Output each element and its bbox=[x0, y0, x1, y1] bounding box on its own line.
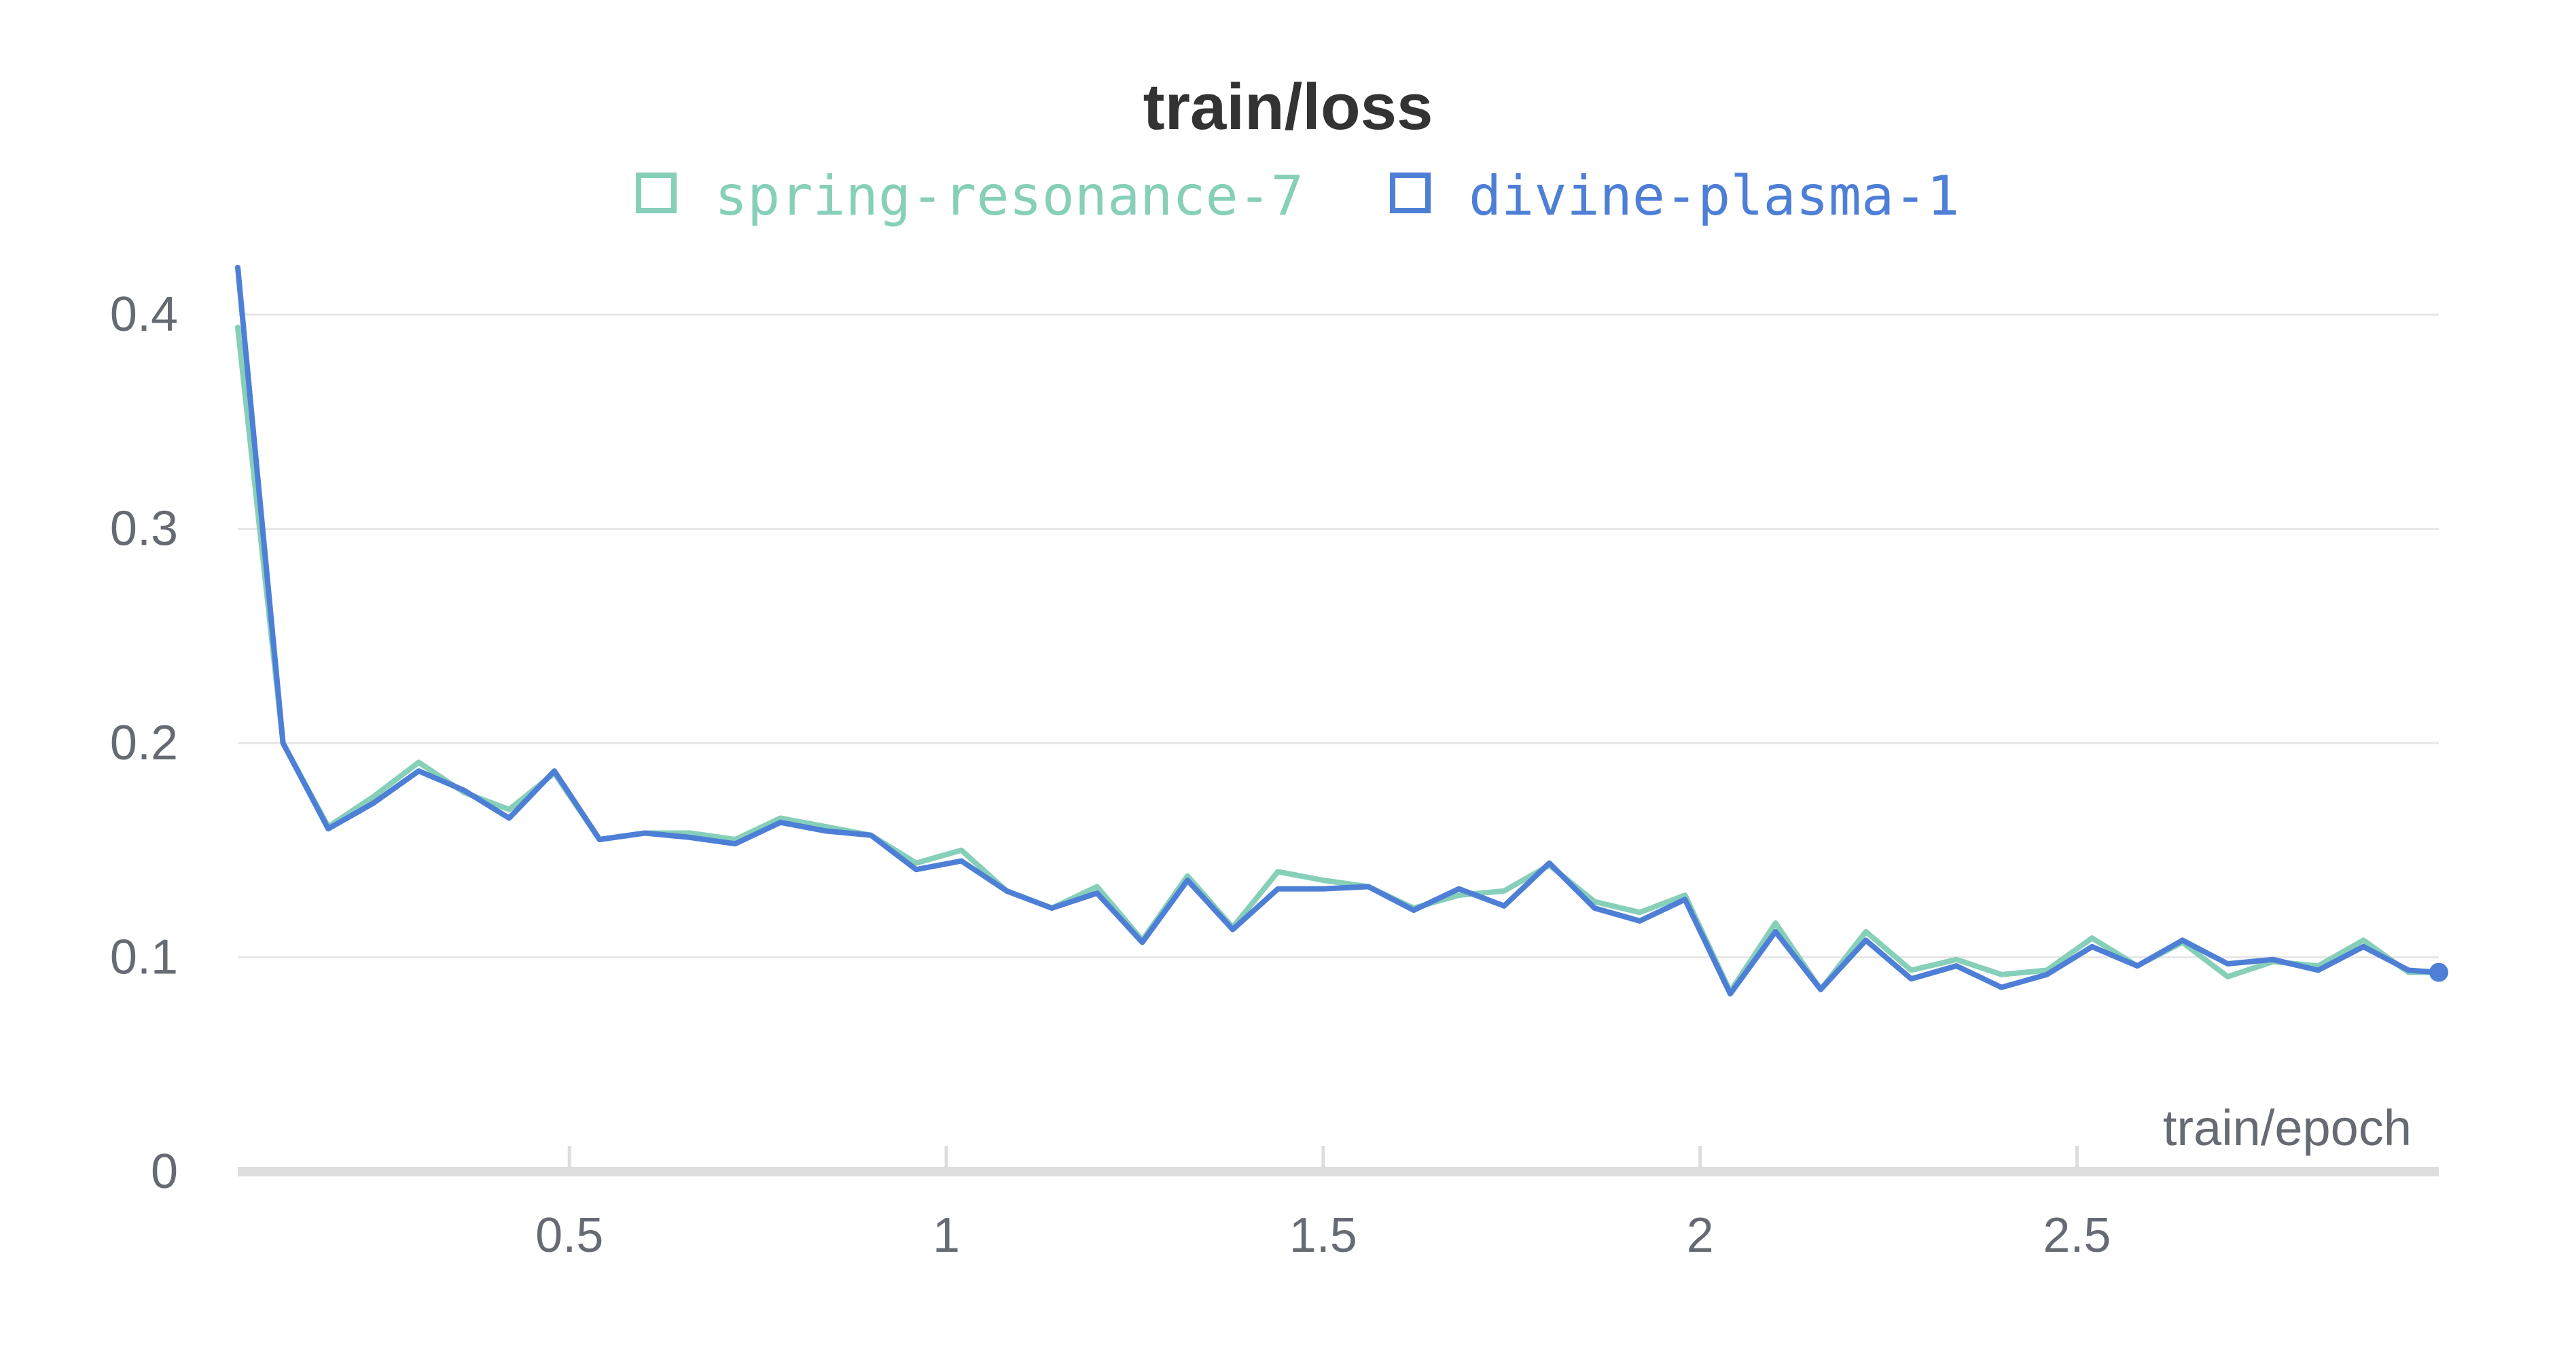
x-tick-label: 2 bbox=[1687, 1208, 1714, 1263]
y-tick-label: 0.1 bbox=[110, 931, 178, 985]
legend-swatch bbox=[1390, 173, 1431, 213]
plot-area[interactable] bbox=[235, 264, 2448, 997]
legend-label: divine-plasma-1 bbox=[1469, 164, 1959, 228]
legend-swatch bbox=[636, 173, 677, 213]
series-line-spring-resonance-7[interactable] bbox=[235, 325, 2441, 994]
x-tick-label: 1.5 bbox=[1289, 1208, 1357, 1263]
x-tick-label: 0.5 bbox=[535, 1208, 603, 1263]
legend-item-spring-resonance-7[interactable]: spring-resonance-7 bbox=[636, 164, 1304, 228]
series-end-marker bbox=[2429, 962, 2448, 982]
x-tick-label: 2.5 bbox=[2043, 1208, 2111, 1263]
x-axis-title: train/epoch bbox=[2163, 1100, 2412, 1156]
legend-label: spring-resonance-7 bbox=[715, 164, 1304, 228]
y-tick-label: 0.4 bbox=[110, 287, 178, 342]
y-tick-label: 0.3 bbox=[110, 502, 178, 556]
x-tick-label: 1 bbox=[933, 1208, 960, 1263]
x-axis: 0.5 1 1.5 2 2.5 bbox=[238, 1146, 2439, 1263]
chart-title: train/loss bbox=[1143, 71, 1433, 143]
chart-grid bbox=[238, 313, 2439, 959]
y-tick-label: 0 bbox=[151, 1144, 178, 1199]
series-line-divine-plasma-1[interactable] bbox=[235, 264, 2441, 997]
y-axis: 0 0.1 0.2 0.3 0.4 bbox=[110, 287, 178, 1199]
legend-item-divine-plasma-1[interactable]: divine-plasma-1 bbox=[1390, 164, 1959, 228]
y-tick-label: 0.2 bbox=[110, 716, 178, 770]
chart-legend[interactable]: spring-resonance-7 divine-plasma-1 bbox=[636, 164, 1959, 228]
